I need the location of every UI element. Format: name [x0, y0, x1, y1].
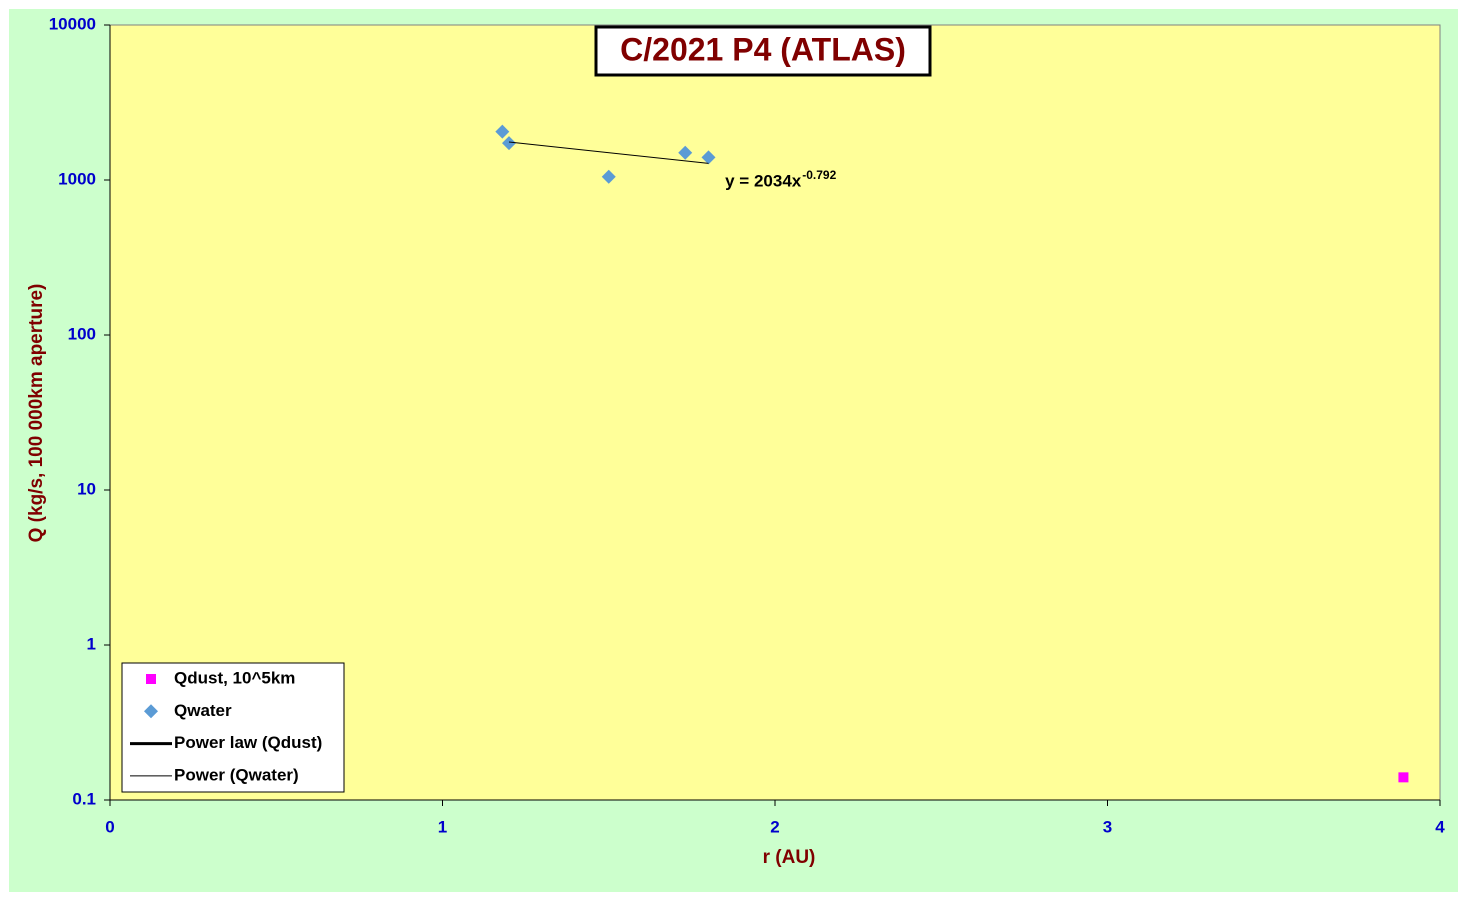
x-axis-title: r (AU) — [763, 847, 816, 868]
data-point — [601, 169, 616, 184]
legend-label: Qwater — [174, 701, 232, 720]
trend-line — [508, 141, 709, 164]
data-point — [678, 145, 693, 160]
y-tick-label: 10000 — [49, 14, 96, 33]
legend-marker — [146, 674, 156, 684]
legend-label: Power law (Qdust) — [174, 733, 322, 752]
y-tick-label: 1000 — [58, 169, 96, 188]
legend-label: Qdust, 10^5km — [174, 668, 295, 687]
y-tick-label: 100 — [68, 324, 96, 343]
x-tick-label: 3 — [1103, 817, 1112, 836]
data-point — [1398, 772, 1409, 783]
data-point — [495, 124, 510, 139]
chart-title: C/2021 P4 (ATLAS) — [620, 31, 906, 67]
y-tick-label: 10 — [77, 479, 96, 498]
x-tick-label: 0 — [105, 817, 114, 836]
x-tick-label: 1 — [438, 817, 447, 836]
y-tick-label: 0.1 — [72, 789, 96, 808]
legend — [121, 662, 345, 793]
annotation-superscript: -0.792 — [802, 168, 836, 182]
data-point — [701, 150, 716, 165]
x-tick-label: 4 — [1435, 817, 1445, 836]
data-point — [502, 136, 516, 151]
legend-marker — [144, 704, 158, 719]
legend-label: Power (Qwater) — [174, 765, 299, 784]
title-box — [594, 25, 932, 77]
annotation: y = 2034x — [725, 171, 802, 190]
y-tick-label: 1 — [87, 634, 96, 653]
y-axis-title: Q (kg/s, 100 000km aperture) — [26, 284, 47, 543]
x-tick-label: 2 — [770, 817, 779, 836]
